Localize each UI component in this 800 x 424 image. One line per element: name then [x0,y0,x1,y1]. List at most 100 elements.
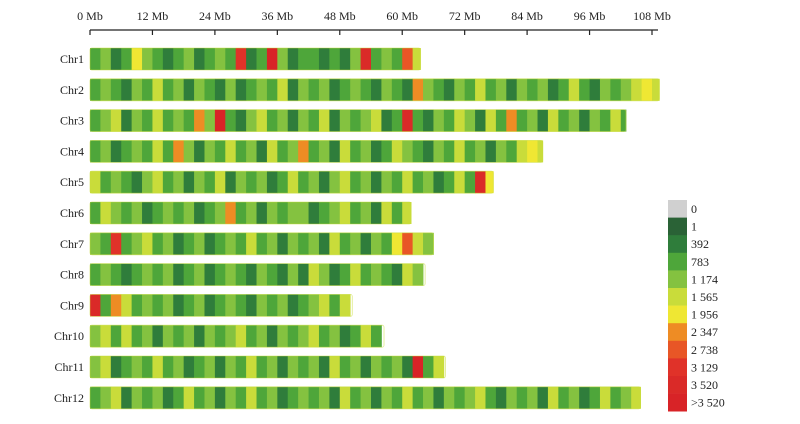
density-bin [287,109,299,132]
density-bin [381,171,393,194]
density-bin [214,202,226,224]
density-bin [402,356,414,378]
density-bin [246,109,257,132]
density-bin [412,48,421,70]
density-bin [443,171,455,194]
density-bin [162,386,174,409]
density-bin [391,48,403,70]
density-bin [287,294,299,317]
legend-label: >3 520 [691,396,725,410]
density-bin [475,171,486,194]
density-bin [454,109,466,132]
density-bin [433,171,445,194]
density-bin [162,263,174,286]
density-bin [152,202,164,224]
density-bin [443,109,455,132]
density-bin [547,109,559,132]
density-bin [235,202,247,224]
density-bin [277,171,289,194]
chromosome-chr2: Chr2 [60,78,660,102]
density-bin [235,263,247,286]
density-bin [298,140,309,163]
density-bin [558,78,570,101]
density-bin [579,386,590,409]
density-bin [381,386,393,409]
legend-swatch [668,340,687,359]
density-bin [371,325,382,348]
density-bin [90,48,101,70]
density-bin [433,78,445,101]
density-bin [235,78,247,101]
density-bin [308,171,320,194]
density-bin [527,78,538,101]
density-bin [204,171,216,194]
density-bin [100,78,112,101]
density-bin [204,202,216,224]
density-bin [225,386,237,409]
density-bin [142,48,153,70]
density-bin [173,356,185,378]
density-bin [381,48,393,70]
density-bin [360,140,372,163]
density-bin [173,109,185,132]
density-bin [225,325,237,348]
density-bin [266,48,278,70]
density-bin [402,171,414,194]
chromosome-outline [89,170,494,194]
density-bin [318,386,330,409]
density-bin [152,109,164,132]
density-bin [194,294,205,317]
density-bin [162,356,174,378]
density-bin [287,140,299,163]
density-bin [287,232,299,255]
chromosome-outline [89,293,353,317]
density-bin [391,356,403,378]
density-bin [506,78,518,101]
density-bin [110,294,122,317]
density-bin [194,325,205,348]
density-bin [360,263,372,286]
density-bin [152,232,164,255]
density-bin [350,202,361,224]
density-bin [298,386,309,409]
legend-label: 3 520 [691,378,718,392]
density-bin [350,325,361,348]
density-bin [339,325,351,348]
density-bin [339,232,351,255]
density-bin [152,294,164,317]
density-bin [339,386,351,409]
density-bin [287,356,299,378]
density-bin [329,263,341,286]
density-bin [194,140,205,163]
chromosome-label: Chr5 [60,175,84,189]
density-bin [495,78,507,101]
density-bin [620,386,632,409]
density-bin [350,386,361,409]
chromosome-label: Chr1 [60,52,84,66]
density-bin [350,171,361,194]
chromosome-outline [89,386,641,410]
density-bin [412,171,424,194]
density-bin [516,140,528,163]
density-bin [298,263,309,286]
density-bin [235,325,247,348]
chromosome-chr12: Chr12 [54,386,641,410]
density-bin [100,109,112,132]
density-bin [173,386,185,409]
density-bin [516,386,528,409]
density-bin [277,263,289,286]
chromosome-label: Chr7 [60,237,84,251]
density-bin [568,386,580,409]
density-bin [537,109,549,132]
density-bin [371,386,382,409]
density-bin [131,78,143,101]
density-bin [246,171,257,194]
density-bin [454,171,466,194]
legend-swatch [668,393,687,412]
density-bin [277,78,289,101]
density-bin [287,263,299,286]
density-bin [308,386,320,409]
legend-swatch [668,358,687,377]
density-bin [568,109,580,132]
density-bin [433,386,445,409]
